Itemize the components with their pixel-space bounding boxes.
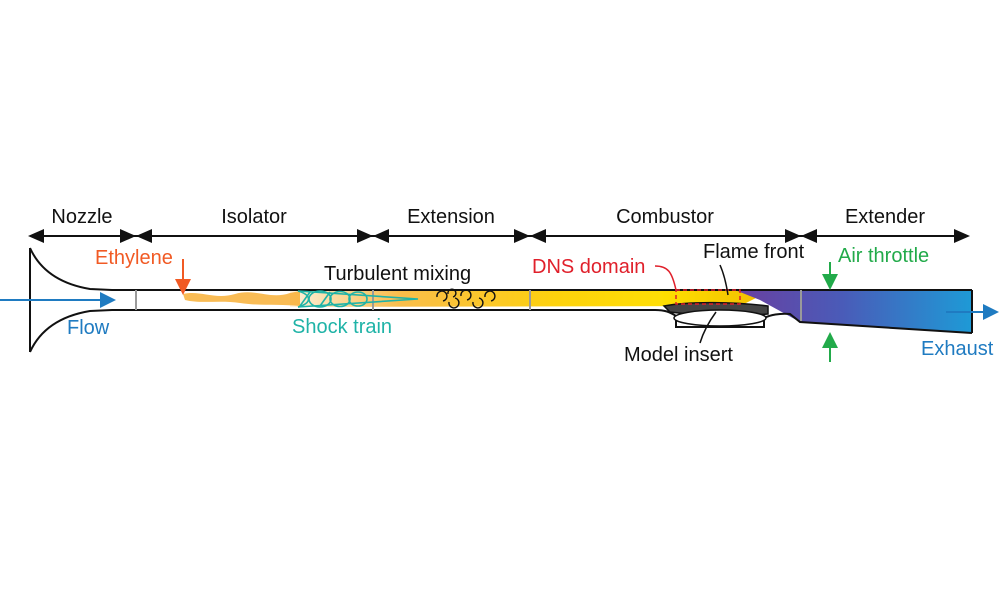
section-label-nozzle: Nozzle xyxy=(51,206,112,228)
dns-domain-box xyxy=(675,289,741,305)
model-insert-label: Model insert xyxy=(624,344,733,366)
dns-domain-leader xyxy=(654,265,677,291)
flow-label: Flow xyxy=(67,317,110,339)
section-arrows xyxy=(28,229,970,243)
section-joints xyxy=(135,290,802,321)
model-insert-leader xyxy=(699,311,717,344)
ethylene-label: Ethylene xyxy=(95,247,173,269)
duct-walls xyxy=(29,247,973,353)
section-label-extension: Extension xyxy=(407,206,495,228)
model-insert-base xyxy=(673,309,767,327)
dns-domain-label: DNS domain xyxy=(532,256,645,278)
flame-region xyxy=(660,290,760,306)
turbulent-eddies xyxy=(436,288,496,309)
flame-front-leader xyxy=(719,264,729,296)
shock-train-label: Shock train xyxy=(292,316,392,338)
section-label-combustor: Combustor xyxy=(616,206,714,228)
shock-train xyxy=(297,290,419,308)
turbulent-mixing-label: Turbulent mixing xyxy=(324,263,471,285)
combustion-products xyxy=(735,290,972,333)
section-label-isolator: Isolator xyxy=(221,206,287,228)
flame-front-label: Flame front xyxy=(703,241,805,263)
air-throttle-label: Air throttle xyxy=(838,245,929,267)
fuel-plume xyxy=(183,290,735,307)
section-label-extender: Extender xyxy=(845,206,925,228)
exhaust-label: Exhaust xyxy=(921,338,994,360)
